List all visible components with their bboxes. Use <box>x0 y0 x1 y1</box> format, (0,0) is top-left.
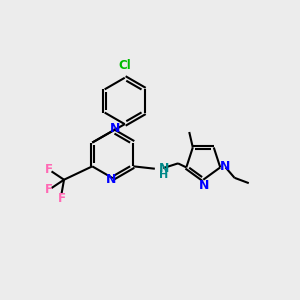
Text: N: N <box>159 162 169 175</box>
Text: N: N <box>106 173 116 186</box>
Text: N: N <box>199 178 209 192</box>
Text: N: N <box>220 160 230 173</box>
Text: F: F <box>45 183 53 196</box>
Text: F: F <box>58 192 66 205</box>
Text: F: F <box>45 164 53 176</box>
Text: Cl: Cl <box>118 59 131 72</box>
Text: H: H <box>159 170 168 180</box>
Text: N: N <box>110 122 120 135</box>
